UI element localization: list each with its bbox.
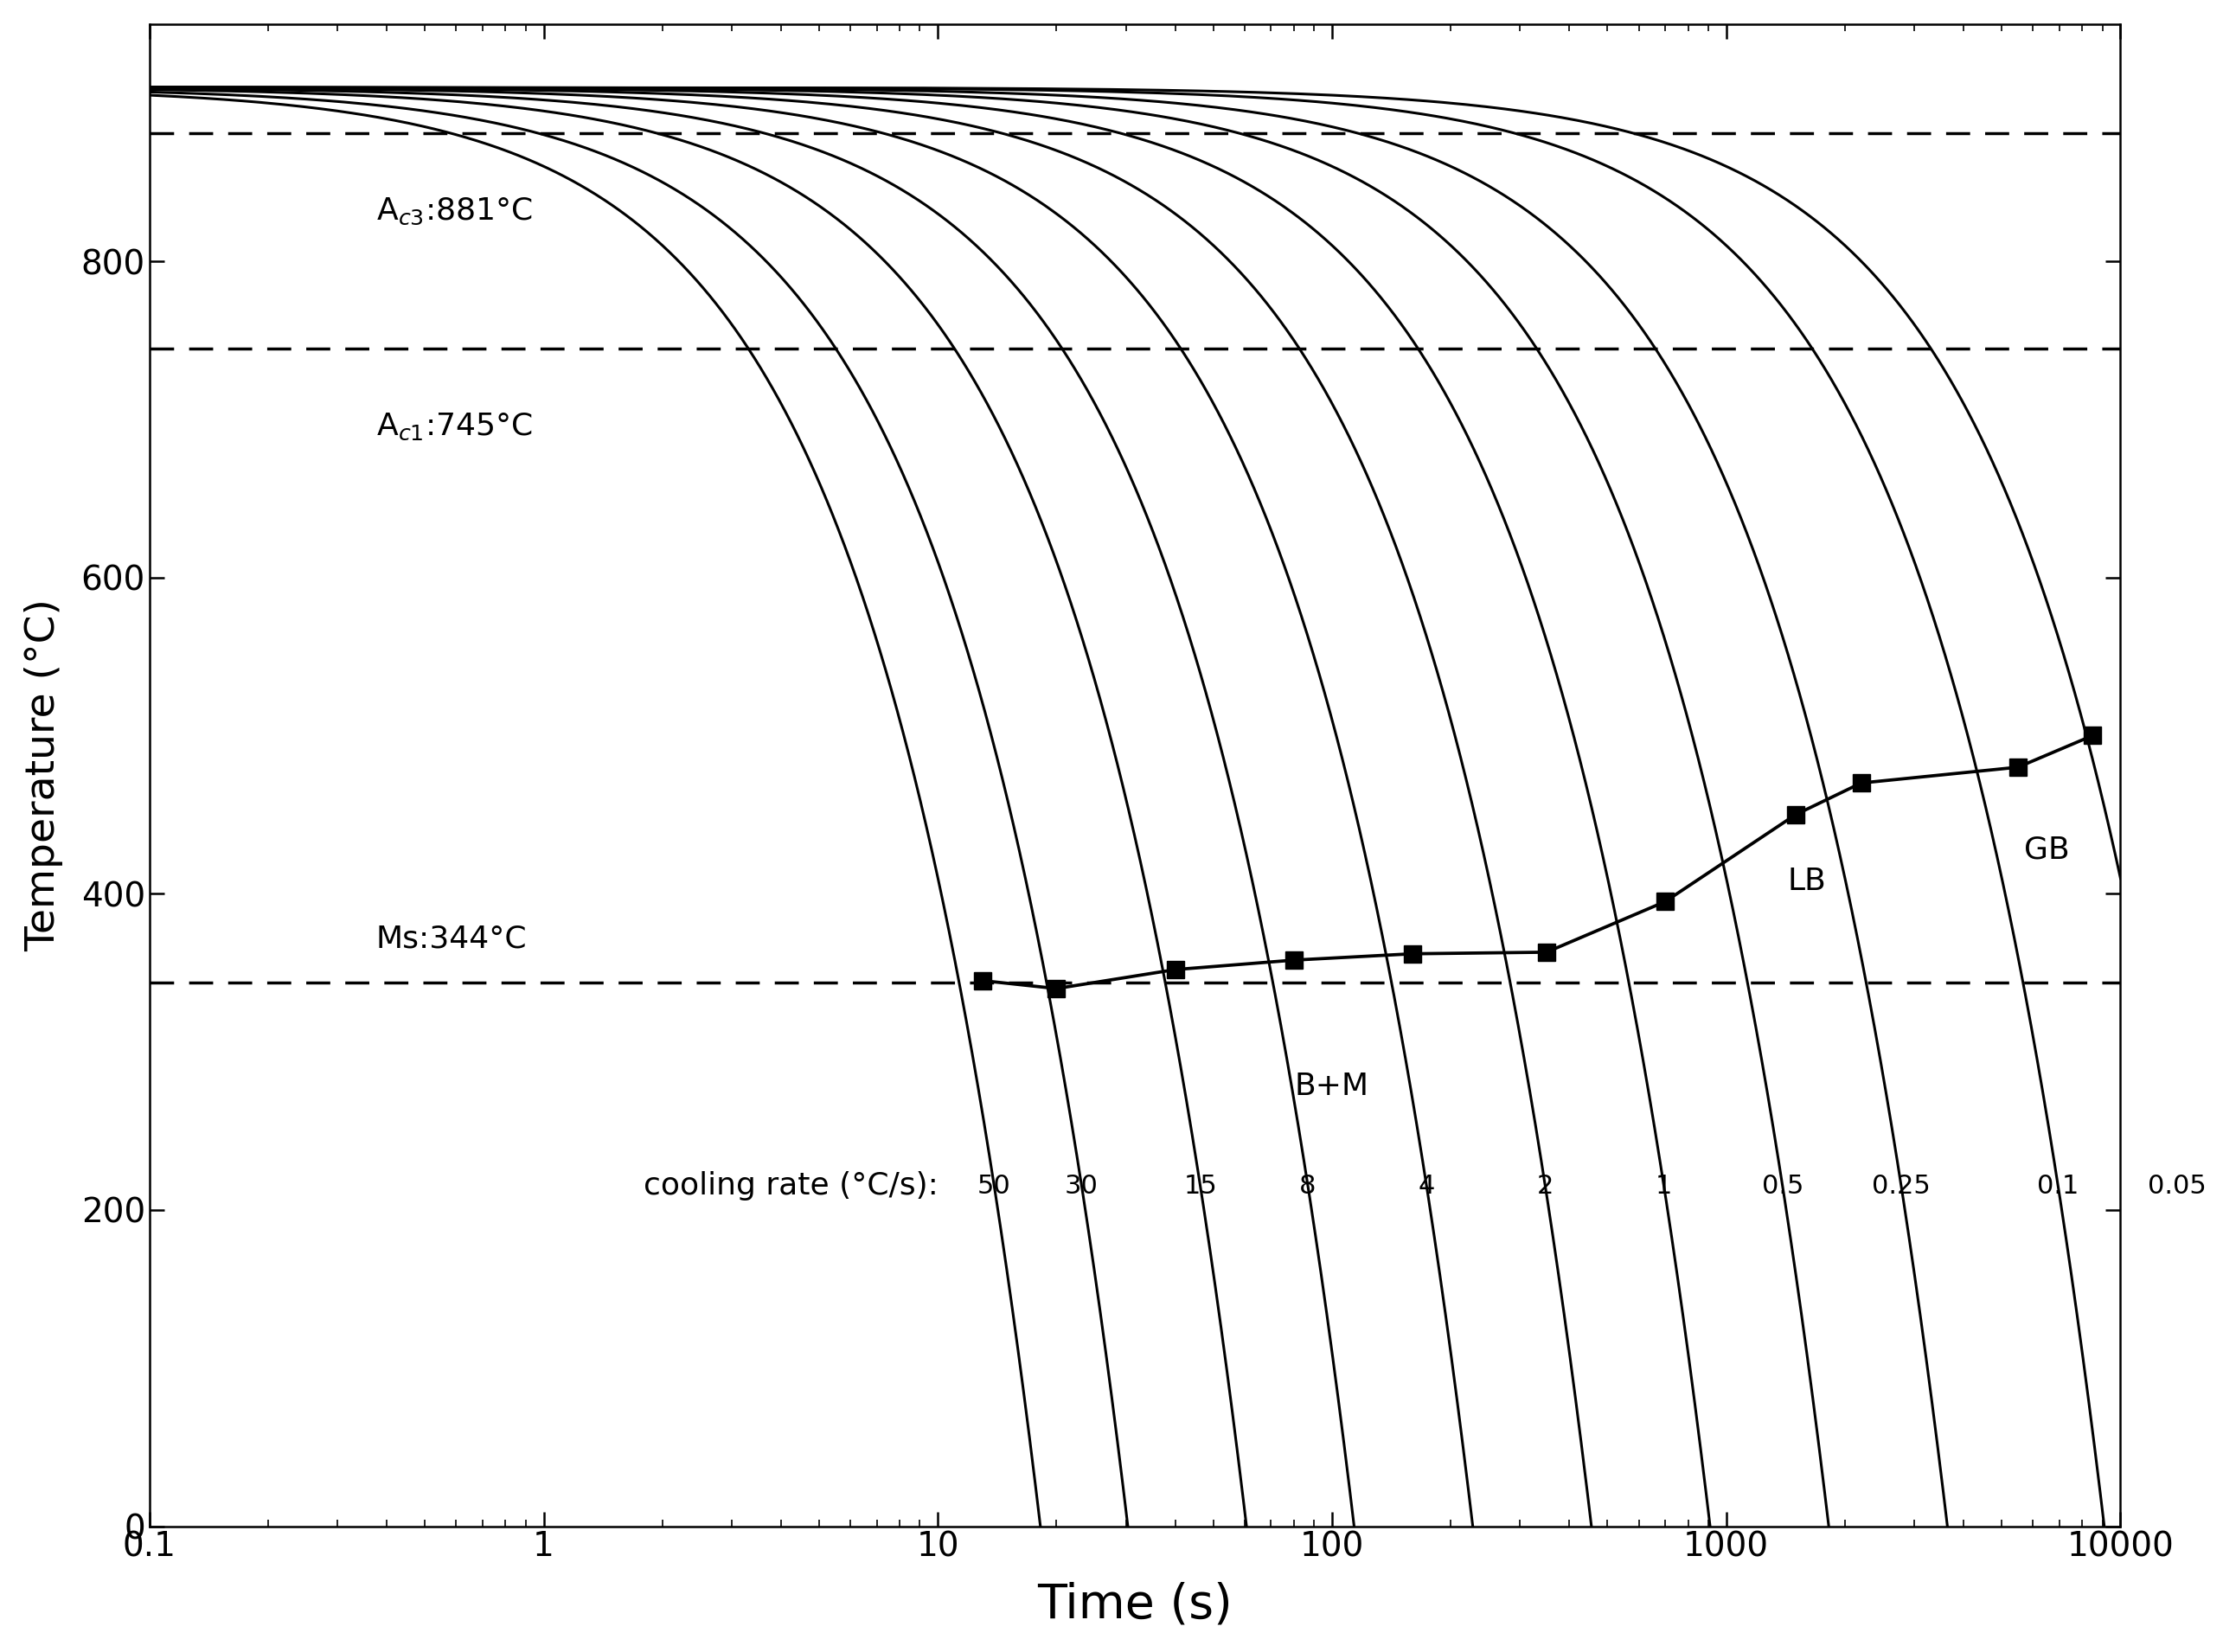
Text: 2: 2 [1536, 1173, 1554, 1199]
Text: A$_{c1}$:745°C: A$_{c1}$:745°C [376, 411, 531, 443]
Text: GB: GB [2023, 834, 2070, 864]
Text: 0.05: 0.05 [2147, 1173, 2205, 1199]
Text: 0.25: 0.25 [1872, 1173, 1930, 1199]
Text: 50: 50 [978, 1173, 1011, 1199]
Text: cooling rate (°C/s):: cooling rate (°C/s): [642, 1171, 938, 1201]
Text: 0.1: 0.1 [2036, 1173, 2079, 1199]
Text: 1: 1 [1656, 1173, 1672, 1199]
X-axis label: Time (s): Time (s) [1038, 1581, 1232, 1627]
Y-axis label: Temperature (°C): Temperature (°C) [24, 598, 62, 952]
Text: B+M: B+M [1294, 1072, 1369, 1102]
Text: 0.5: 0.5 [1761, 1173, 1803, 1199]
Text: 4: 4 [1418, 1173, 1436, 1199]
Text: 30: 30 [1065, 1173, 1098, 1199]
Text: A$_{c3}$:881°C: A$_{c3}$:881°C [376, 197, 531, 226]
Text: 8: 8 [1300, 1173, 1316, 1199]
Text: LB: LB [1787, 866, 1825, 895]
Text: Ms:344°C: Ms:344°C [376, 925, 527, 953]
Text: 15: 15 [1183, 1173, 1218, 1199]
